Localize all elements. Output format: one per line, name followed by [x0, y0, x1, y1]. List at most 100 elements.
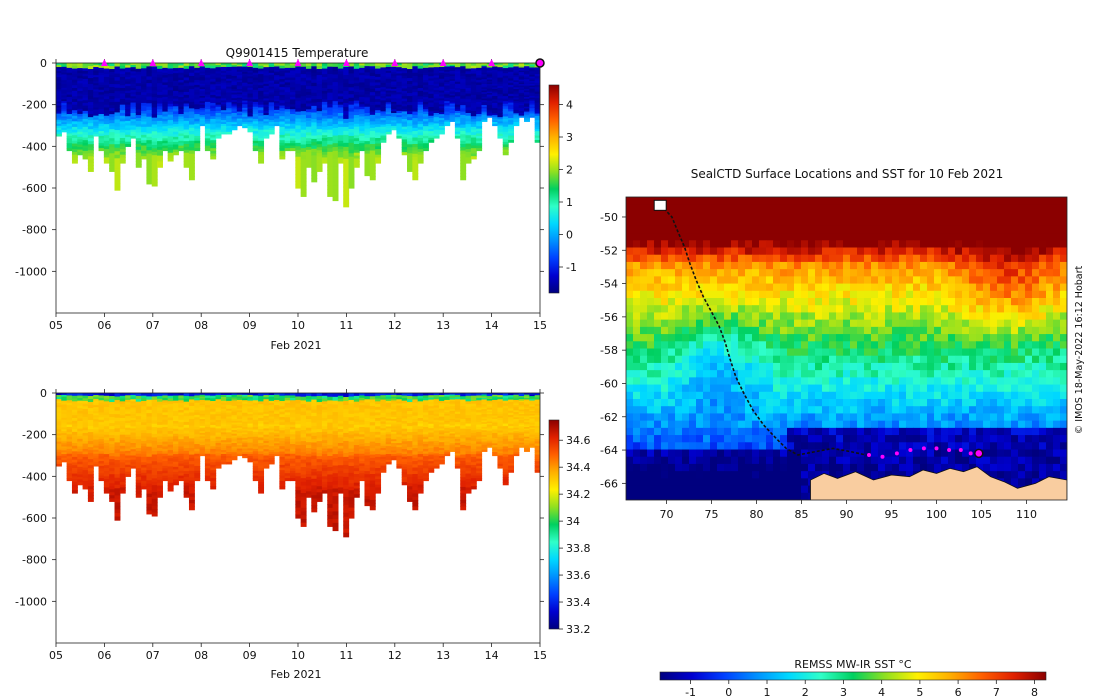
temperature-cell: [359, 121, 366, 125]
temperature-cell: [401, 68, 408, 72]
temperature-cell: [401, 113, 408, 118]
temperature-cell: [412, 79, 419, 84]
salinity-cell: [87, 450, 94, 454]
temperature-cell: [524, 100, 530, 103]
temperature-cell: [274, 89, 280, 92]
temperature-cell: [348, 149, 355, 154]
temperature-cell: [508, 133, 515, 137]
temperature-cell: [119, 88, 126, 92]
salinity-cell: [183, 395, 190, 400]
temperature-cell: [87, 114, 94, 118]
salinity-cell: [167, 480, 174, 484]
salinity-cell: [157, 491, 163, 495]
salinity-cell: [93, 435, 100, 439]
temperature-cell: [236, 78, 243, 81]
salinity-cell: [178, 407, 185, 411]
temperature-cell: [226, 72, 233, 76]
temperature-cell: [391, 118, 397, 122]
salinity-cell: [71, 451, 78, 455]
temperature-cell: [114, 175, 121, 181]
salinity-cell: [130, 430, 137, 434]
salinity-cell: [151, 505, 158, 510]
salinity-cell: [274, 412, 280, 415]
salinity-cell: [93, 395, 100, 398]
temperature-cell: [359, 114, 366, 118]
temperature-cell: [311, 138, 318, 143]
salinity-cell: [93, 455, 100, 459]
salinity-cell: [151, 396, 158, 401]
salinity-cell: [295, 413, 302, 418]
temperature-cell: [71, 160, 78, 164]
temperature-cell: [114, 172, 121, 177]
salinity-cell: [98, 451, 105, 455]
temperature-cell: [188, 79, 195, 84]
salinity-cell: [204, 431, 211, 435]
temperature-cell: [353, 152, 360, 157]
salinity-cell: [103, 481, 110, 486]
temperature-cell: [220, 86, 227, 90]
temperature-cell: [353, 109, 360, 113]
temperature-cell: [295, 115, 302, 120]
temperature-cell: [460, 118, 467, 122]
temperature-cell: [513, 118, 520, 121]
temperature-cell: [486, 114, 493, 117]
temperature-cell: [114, 105, 121, 110]
temperature-cell: [141, 108, 148, 112]
salinity-cell: [167, 461, 174, 465]
salinity-cell: [130, 411, 137, 415]
temperature-cell: [401, 147, 408, 151]
temperature-cell: [194, 67, 201, 71]
temperature-cell: [119, 126, 126, 131]
temperature-cell: [77, 83, 84, 87]
temperature-cell: [316, 156, 323, 160]
salinity-cell: [231, 441, 238, 444]
temperature-cell: [199, 76, 206, 80]
temperature-cell: [476, 135, 483, 139]
salinity-cell: [146, 453, 153, 458]
temperature-cell: [71, 115, 78, 120]
salinity-cell: [263, 418, 270, 421]
temperature-cell: [119, 96, 126, 100]
temperature-cell: [77, 98, 84, 102]
salinity-cell: [103, 451, 110, 455]
salinity-cell: [135, 401, 142, 406]
temperature-cell: [146, 167, 153, 172]
temperature-cell: [87, 81, 94, 85]
temperature-cell: [422, 72, 429, 76]
temperature-cell: [66, 133, 73, 137]
salinity-cell: [151, 474, 158, 479]
salinity-cell: [125, 399, 132, 403]
temperature-cell: [77, 121, 84, 125]
salinity-cell: [252, 407, 259, 411]
temperature-cell: [454, 65, 461, 68]
temperature-cell: [183, 97, 190, 102]
temperature-cell: [226, 96, 233, 100]
temperature-cell: [231, 70, 238, 73]
temperature-cell: [524, 108, 530, 111]
temperature-cell: [300, 159, 307, 164]
salinity-cell: [109, 480, 116, 484]
temperature-cell: [396, 83, 403, 87]
temperature-cell: [98, 138, 105, 142]
salinity-cell: [151, 512, 158, 517]
x-tick-label: 07: [146, 319, 160, 332]
salinity-cell: [247, 440, 254, 444]
temperature-cell: [98, 148, 105, 152]
salinity-cell: [162, 429, 169, 433]
temperature-cell: [210, 102, 217, 107]
salinity-cell: [157, 439, 163, 443]
salinity-cell: [210, 440, 217, 445]
salinity-cell: [252, 465, 259, 469]
temperature-cell: [305, 161, 312, 165]
salinity-cell: [226, 450, 233, 453]
temperature-cell: [252, 123, 259, 127]
temperature-cell: [438, 125, 445, 129]
salinity-cell: [236, 410, 243, 413]
salinity-cell: [125, 434, 132, 438]
salinity-cell: [93, 437, 100, 441]
temperature-cell: [470, 70, 477, 75]
temperature-cell: [82, 137, 89, 141]
temperature-cell: [428, 76, 435, 79]
temperature-cell: [194, 82, 201, 86]
salinity-cell: [141, 475, 148, 479]
